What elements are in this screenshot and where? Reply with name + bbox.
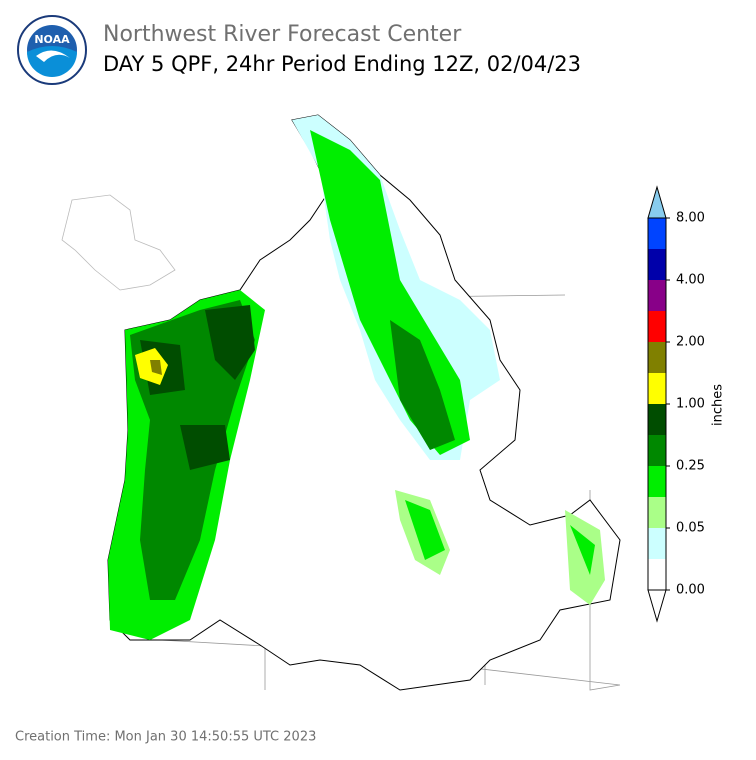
colorbar-tick-label: 4.00 — [676, 273, 705, 288]
colorbar-segment — [648, 311, 666, 342]
noaa-logo: NOAA — [17, 15, 87, 85]
colorbar-segment — [648, 373, 666, 404]
colorbar-tick-label: 0.05 — [676, 521, 705, 536]
title: Northwest River Forecast Center — [103, 22, 462, 47]
colorbar-tick-label: 2.00 — [676, 335, 705, 350]
colorbar-label: inches — [711, 384, 726, 426]
colorbar-segment — [648, 497, 666, 528]
colorbar-under — [647, 589, 667, 623]
map — [61, 114, 621, 691]
colorbar: 0.00 0.05 0.25 1.00 2.00 4.00 8.00 — [647, 185, 705, 623]
subtitle: DAY 5 QPF, 24hr Period Ending 12Z, 02/04… — [103, 52, 581, 76]
colorbar-segment — [648, 280, 666, 311]
creation-time: Creation Time: Mon Jan 30 14:50:55 UTC 2… — [15, 730, 316, 745]
colorbar-segment — [648, 435, 666, 466]
colorbar-over — [647, 185, 667, 219]
colorbar-segment — [648, 342, 666, 373]
logo-text: NOAA — [34, 33, 70, 46]
colorbar-tick-label: 0.25 — [676, 459, 705, 474]
colorbar-segment — [648, 249, 666, 280]
colorbar-tick-label: 1.00 — [676, 397, 705, 412]
colorbar-segment — [648, 466, 666, 497]
colorbar-segment — [648, 528, 666, 559]
colorbar-segment — [648, 559, 666, 590]
colorbar-tick-label: 8.00 — [676, 211, 705, 226]
colorbar-tick-label: 0.00 — [676, 583, 705, 598]
colorbar-segment — [648, 218, 666, 249]
colorbar-segment — [648, 404, 666, 435]
